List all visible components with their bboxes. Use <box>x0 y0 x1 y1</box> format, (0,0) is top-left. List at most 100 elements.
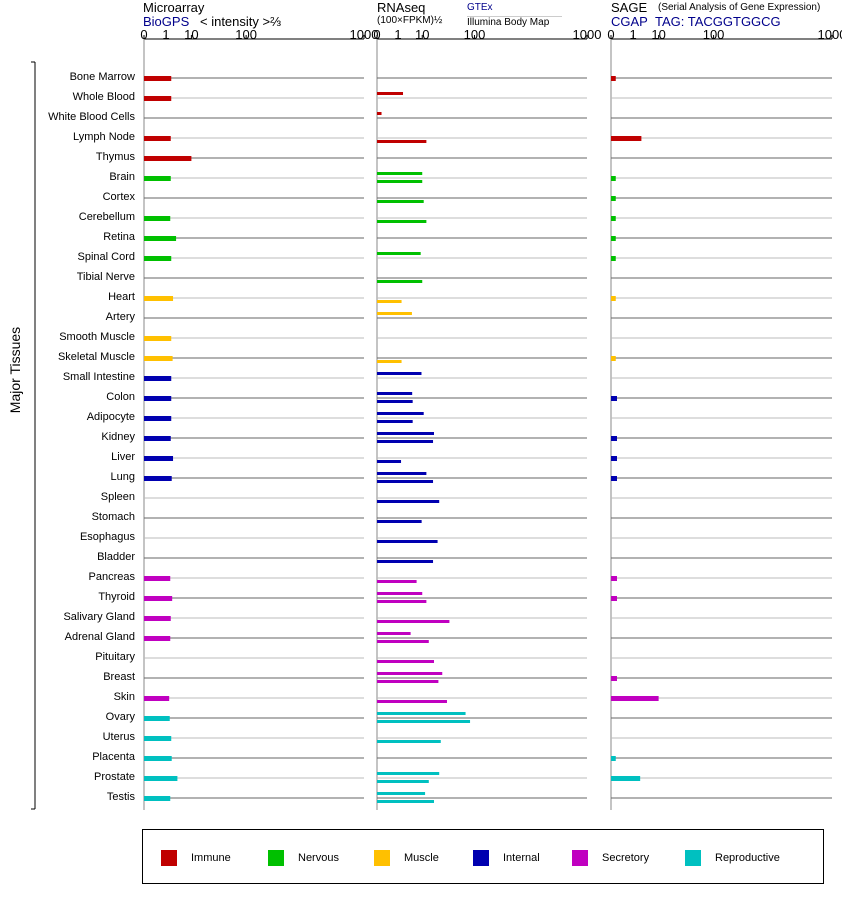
data-bar <box>144 756 172 761</box>
tissue-label: Cerebellum <box>78 211 135 223</box>
tissue-label: Placenta <box>92 751 135 763</box>
tick-label: 1 <box>629 27 637 42</box>
tick-label: 1000 <box>572 27 602 42</box>
data-bar <box>144 476 172 481</box>
data-bar <box>377 672 443 675</box>
data-bar <box>611 576 617 581</box>
data-bar <box>377 140 427 143</box>
data-bar <box>377 480 434 483</box>
sage-source[interactable]: CGAP <box>611 14 648 29</box>
data-bar <box>377 360 402 363</box>
tissue-label: Pituitary <box>95 651 135 663</box>
microarray-source[interactable]: BioGPS <box>143 14 190 29</box>
tick-label: 10 <box>651 27 666 42</box>
tissue-label: Heart <box>108 291 135 303</box>
data-bar <box>144 76 172 81</box>
tick-label: 0 <box>140 27 148 42</box>
data-bar <box>377 600 427 603</box>
data-bar <box>611 696 659 701</box>
data-bar <box>144 736 172 741</box>
legend-label-immune: Immune <box>191 852 231 864</box>
rnaseq-source-gtex[interactable]: GTEx <box>467 2 493 13</box>
data-bar <box>377 780 429 783</box>
data-bar <box>377 432 435 435</box>
tissue-label: Brain <box>109 171 135 183</box>
data-bar <box>377 592 423 595</box>
data-bar <box>377 92 404 95</box>
data-bar <box>377 640 429 643</box>
data-bar <box>377 580 417 583</box>
data-bar <box>377 280 423 283</box>
data-bar <box>377 460 402 463</box>
tick-label: 10 <box>415 27 430 42</box>
data-bar <box>611 396 617 401</box>
tissue-label: Tibial Nerve <box>76 271 135 283</box>
data-bar <box>144 796 171 801</box>
tissue-label: Bladder <box>97 551 135 563</box>
data-bar <box>611 196 616 201</box>
microarray-title: Microarray <box>143 0 205 15</box>
tick-label: 100 <box>235 27 257 42</box>
data-bar <box>611 456 617 461</box>
sage-subtitle: (Serial Analysis of Gene Expression) <box>658 2 821 13</box>
tissue-label: Testis <box>106 791 135 803</box>
tick-label: 0 <box>373 27 381 42</box>
tissue-label: Ovary <box>105 711 135 723</box>
legend-label-internal: Internal <box>503 852 540 864</box>
data-bar <box>144 96 172 101</box>
data-bar <box>611 596 617 601</box>
data-bar <box>377 720 471 723</box>
data-bar <box>144 336 172 341</box>
data-bar <box>377 740 441 743</box>
data-bar <box>377 772 440 775</box>
tissue-label: Lung <box>110 471 135 483</box>
data-bar <box>377 420 413 423</box>
data-bar <box>377 372 422 375</box>
tissue-label: Smooth Muscle <box>59 331 135 343</box>
data-bar <box>377 712 466 715</box>
tissue-label: Thyroid <box>98 591 135 603</box>
tissue-label: Salivary Gland <box>63 611 135 623</box>
tissue-label: Uterus <box>102 731 135 743</box>
data-bar <box>144 256 172 261</box>
rnaseq-title: RNAseq <box>377 0 426 15</box>
legend-swatch-secretory <box>572 850 588 866</box>
tissue-label: White Blood Cells <box>48 111 135 123</box>
rnaseq-source-illumina[interactable]: Illumina Body Map <box>467 16 562 28</box>
legend-label-secretory: Secretory <box>602 852 650 864</box>
data-bar <box>144 716 170 721</box>
tissue-label: Artery <box>105 311 135 323</box>
data-bar <box>611 256 616 261</box>
legend-swatch-muscle <box>374 850 390 866</box>
legend-label-reproductive: Reproductive <box>715 852 780 864</box>
tissue-label: Liver <box>111 451 135 463</box>
data-bar <box>377 172 423 175</box>
data-bar <box>377 560 434 563</box>
microarray-scale: < intensity >⅔ <box>200 14 281 29</box>
data-bar <box>377 300 402 303</box>
data-bar <box>611 756 616 761</box>
data-bar <box>611 436 617 441</box>
tissue-label: Stomach <box>91 511 135 523</box>
data-bar <box>144 236 177 241</box>
data-bar <box>377 400 413 403</box>
legend-swatch-immune <box>161 850 177 866</box>
tick-label: 0 <box>607 27 615 42</box>
tick-label: 1000 <box>349 27 379 42</box>
tissue-label: Bone Marrow <box>69 71 135 83</box>
tissue-label: Kidney <box>101 431 135 443</box>
data-bar <box>377 792 426 795</box>
data-bar <box>611 136 642 141</box>
data-bar <box>144 576 171 581</box>
data-bar <box>377 220 427 223</box>
rnaseq-scale: (100×FPKM)½ <box>377 15 443 26</box>
data-bar <box>377 252 421 255</box>
data-bar <box>144 136 171 141</box>
legend-label-nervous: Nervous <box>298 852 339 864</box>
legend: Immune Nervous Muscle Internal Secretory… <box>142 829 824 884</box>
data-bar <box>144 216 171 221</box>
tick-label: 1 <box>162 27 170 42</box>
data-bar <box>377 620 450 623</box>
legend-label-muscle: Muscle <box>404 852 439 864</box>
